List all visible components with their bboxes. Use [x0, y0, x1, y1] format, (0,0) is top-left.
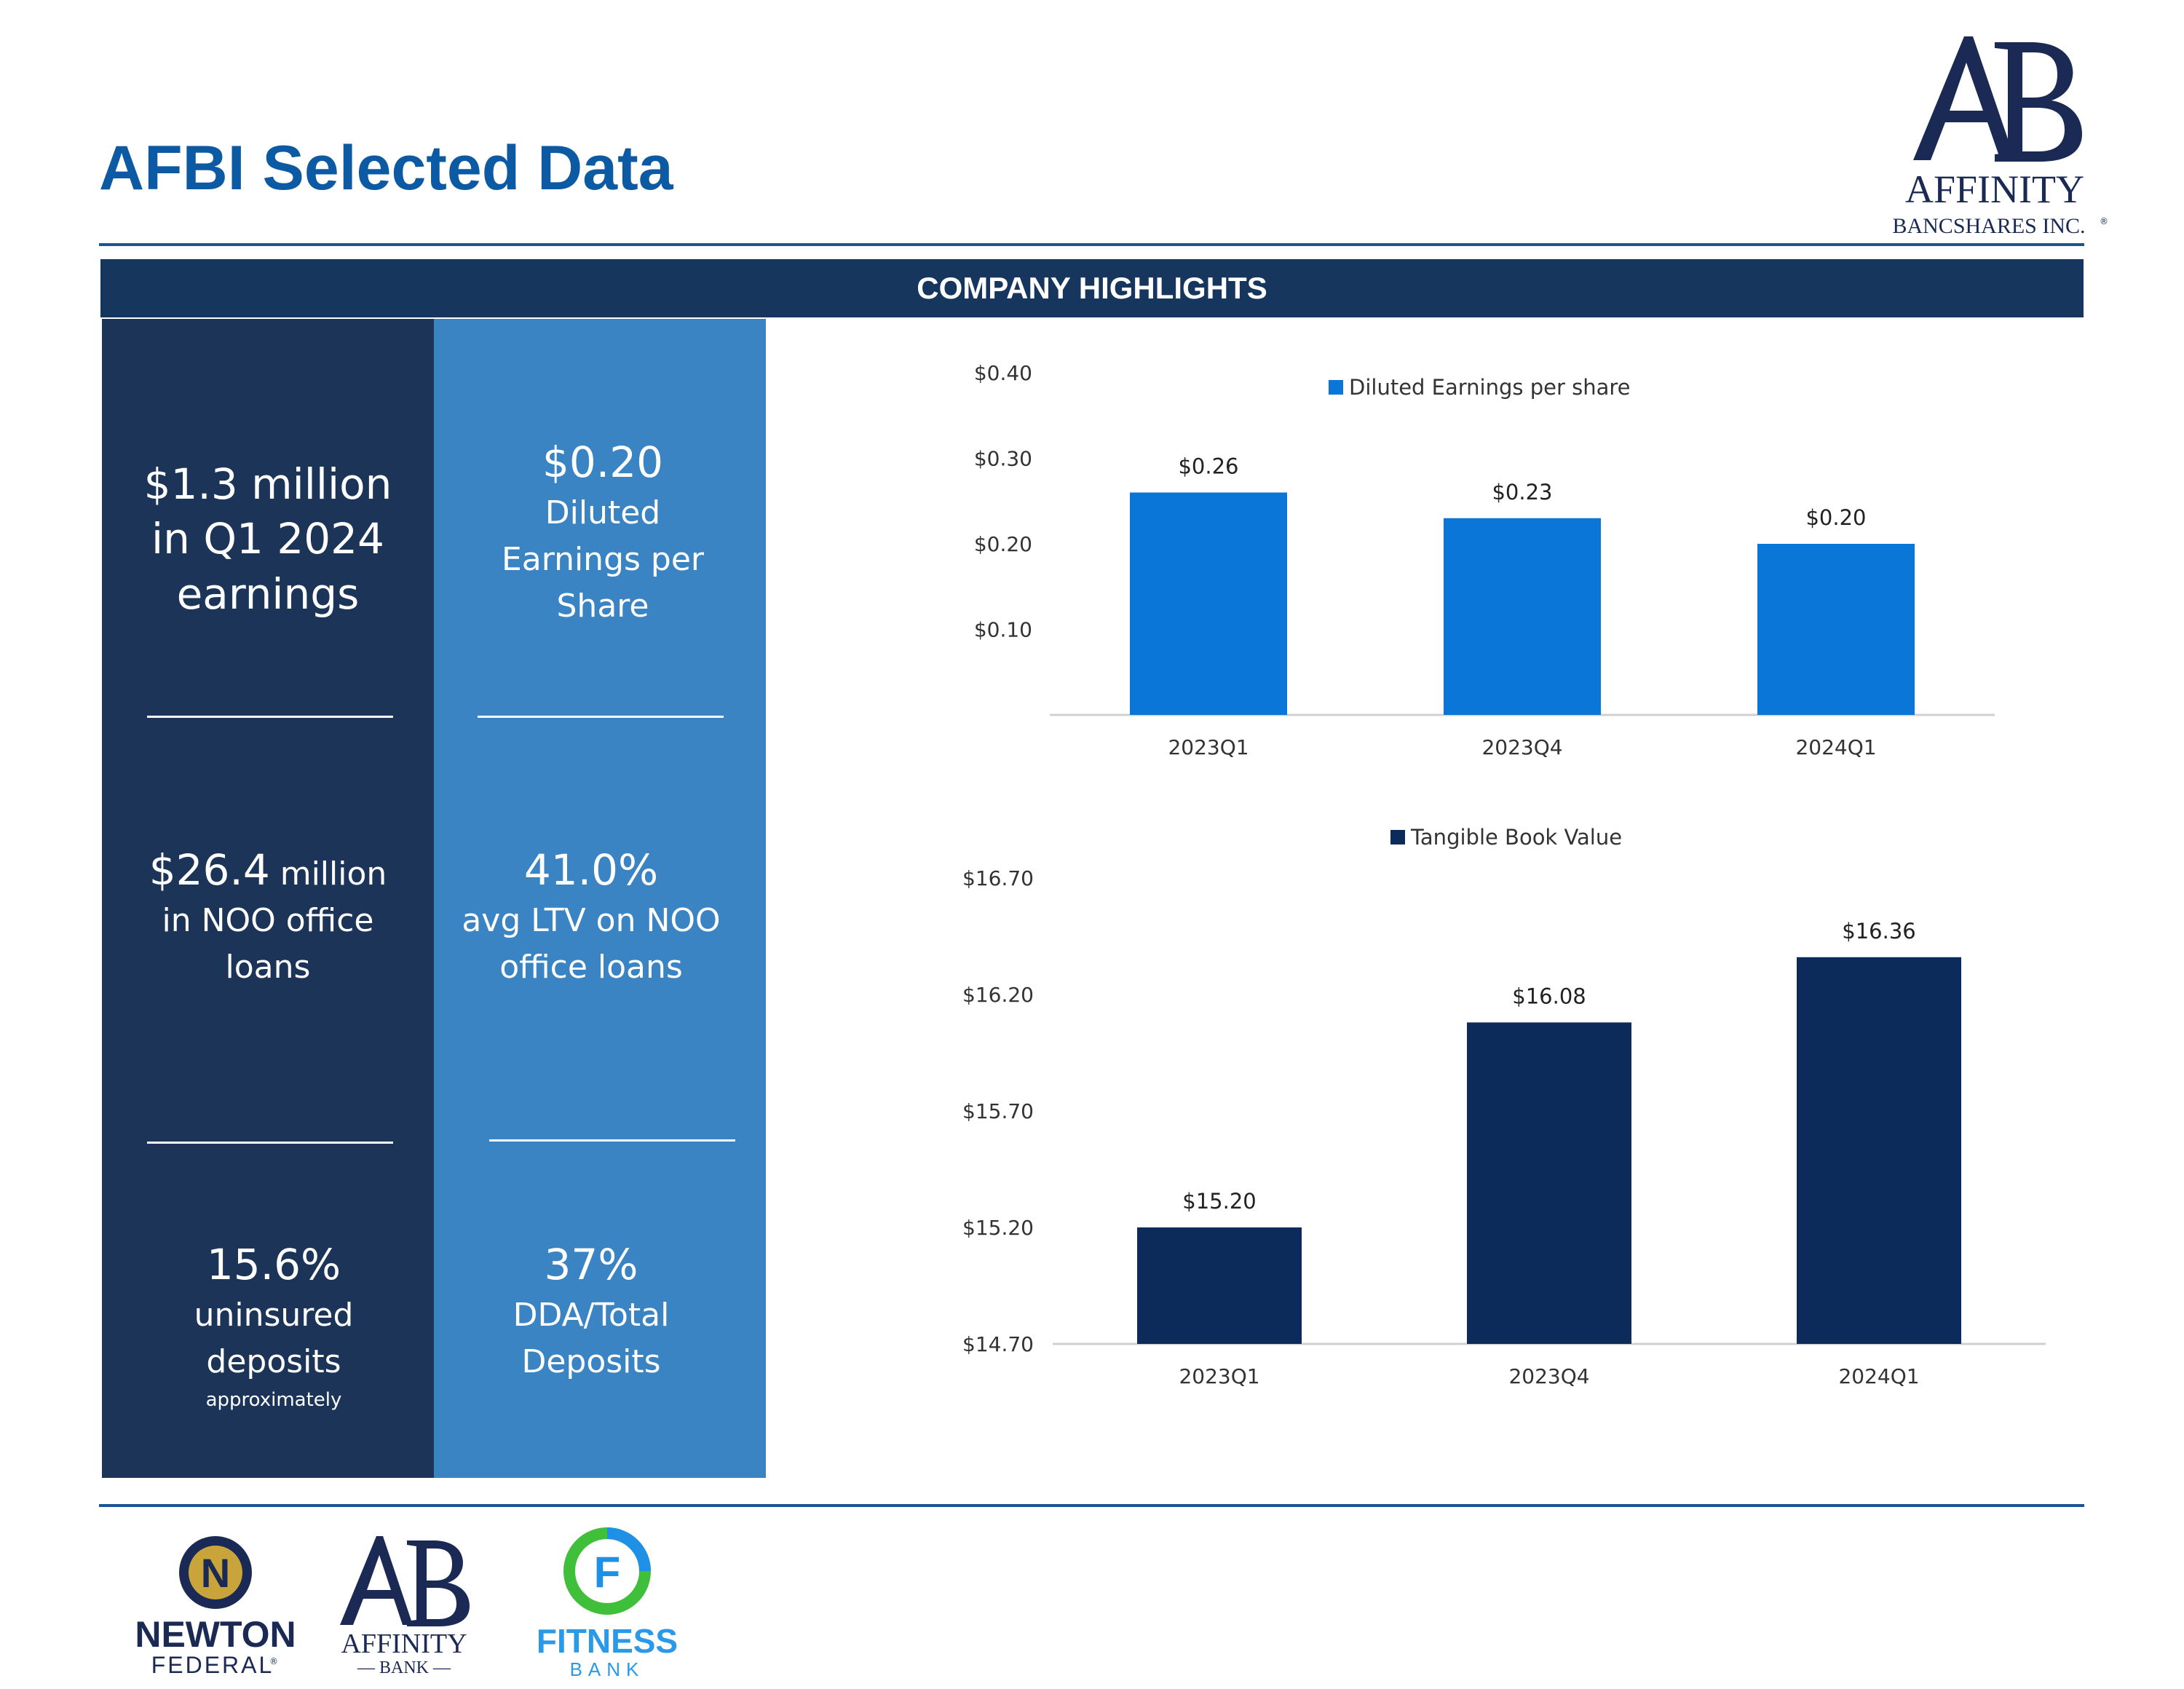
stat-uninsured-deposits: 15.6% uninsured deposits approximately [108, 1238, 440, 1416]
y-tick-label: $0.40 [974, 361, 1032, 385]
affinity-bank-mark-icon: AFFINITY — BANK — [340, 1536, 470, 1677]
newton-line2: FEDERAL [151, 1652, 274, 1678]
stat-line: avg LTV on NOO [462, 902, 721, 940]
tangible-book-value-chart: $14.70 $15.20 $15.70 $16.20 $16.70 Tangible B… [962, 825, 2046, 1388]
stat-noo-office-loans: $26.4 million in NOO office loans [102, 843, 434, 991]
data-label: $16.36 [1842, 919, 1915, 944]
stat-note: approximately [205, 1388, 342, 1411]
bar-2024Q1 [1757, 544, 1915, 715]
stat-q1-earnings: $1.3 million in Q1 2024 earnings [102, 457, 434, 622]
stat-divider [147, 1142, 393, 1144]
stat-line: deposits [206, 1343, 341, 1381]
newton-federal-logo: N NEWTON FEDERAL ® [124, 1529, 313, 1689]
stat-avg-ltv: 41.0% avg LTV on NOO office loans [425, 843, 757, 991]
stat-value: $1.3 million [143, 459, 392, 509]
trademark-symbol: ® [2100, 216, 2108, 226]
x-tick-label: 2024Q1 [1838, 1364, 1919, 1388]
stat-line: office loans [499, 949, 683, 986]
legend-label: Diluted Earnings per share [1349, 375, 1631, 400]
y-tick-label: $0.10 [974, 618, 1032, 642]
stat-line: Share [556, 587, 649, 625]
data-label: $0.23 [1492, 480, 1552, 505]
stat-line: in NOO office [162, 902, 374, 940]
stat-unit: million [269, 855, 387, 893]
legend-swatch [1329, 380, 1343, 395]
fitness-line2: BANK [570, 1658, 645, 1680]
y-tick-label: $14.70 [962, 1332, 1034, 1356]
fitness-bank-logo: F FITNESS BANK [531, 1527, 684, 1684]
stat-line: loans [225, 949, 311, 986]
newton-mark-letter: N [201, 1550, 230, 1596]
data-label: $15.20 [1182, 1189, 1256, 1214]
x-tick-label: 2023Q1 [1179, 1364, 1259, 1388]
stat-line: in Q1 2024 [151, 514, 384, 564]
highlights-column-left: $1.3 million in Q1 2024 earnings $26.4 m… [102, 319, 434, 1478]
bar-2023Q1 [1130, 492, 1287, 715]
brand-name-line2: BANCSHARES INC. [1892, 214, 2085, 238]
fitness-bank-mark-icon: F FITNESS BANK [537, 1527, 678, 1680]
x-tick-label: 2023Q4 [1481, 735, 1562, 759]
legend-label: Tangible Book Value [1410, 825, 1622, 850]
y-tick-label: $15.20 [962, 1216, 1034, 1240]
stat-value: $26.4 [149, 845, 270, 895]
header-rule [99, 243, 2084, 246]
stat-value: $0.20 [542, 438, 664, 487]
y-tick-label: $15.70 [962, 1099, 1034, 1123]
stat-line: Diluted [545, 494, 661, 532]
fitness-line1: FITNESS [537, 1622, 678, 1660]
stat-value: 37% [544, 1240, 638, 1289]
newton-line1: NEWTON [135, 1614, 296, 1655]
y-tick-label: $16.20 [962, 983, 1034, 1007]
affinity-bancshares-logo: AFFINITY BANCSHARES INC. ® [1878, 28, 2111, 239]
ab-monogram-icon: AFFINITY BANCSHARES INC. ® [1892, 36, 2108, 238]
legend-swatch [1390, 830, 1405, 844]
stat-line: DDA/Total [513, 1297, 670, 1334]
x-tick-label: 2023Q1 [1168, 735, 1249, 759]
stat-divider [147, 716, 393, 718]
fitness-mark-letter: F [594, 1548, 621, 1597]
stat-dda-total-deposits: 37% DDA/Total Deposits [425, 1238, 757, 1385]
stat-divider [478, 716, 724, 718]
page-title: AFBI Selected Data [99, 133, 673, 203]
data-label: $0.20 [1805, 505, 1866, 530]
diluted-eps-chart: $0.10 $0.20 $0.30 $0.40 Diluted Earnings per… [974, 361, 1995, 759]
bar-2023Q1 [1137, 1227, 1302, 1344]
x-tick-label: 2024Q1 [1795, 735, 1876, 759]
affinity-bank-line2: — BANK — [357, 1658, 451, 1677]
company-highlights-banner: COMPANY HIGHLIGHTS [100, 259, 2084, 317]
stat-value: 15.6% [206, 1240, 341, 1289]
data-label: $0.26 [1178, 454, 1238, 479]
footer-rule [99, 1504, 2084, 1507]
bar-2024Q1 [1797, 957, 1961, 1344]
data-label: $16.08 [1512, 984, 1586, 1008]
stat-line: uninsured [194, 1297, 354, 1334]
brand-name-line1: AFFINITY [1905, 167, 2084, 211]
highlights-column-right: $0.20 Diluted Earnings per Share 41.0% a… [434, 319, 766, 1478]
stat-diluted-eps: $0.20 Diluted Earnings per Share [437, 435, 769, 630]
newton-trademark: ® [269, 1656, 278, 1666]
stat-line: Deposits [521, 1343, 661, 1381]
affinity-bank-line1: AFFINITY [341, 1629, 467, 1659]
stat-value: 41.0% [523, 845, 659, 895]
stat-divider [489, 1139, 735, 1142]
y-tick-label: $0.30 [974, 447, 1032, 471]
bar-2023Q4 [1467, 1022, 1631, 1344]
stat-line: Earnings per [501, 541, 704, 579]
newton-federal-mark-icon: N NEWTON FEDERAL ® [135, 1536, 296, 1678]
y-tick-label: $16.70 [962, 866, 1034, 890]
stat-value-row: $26.4 million [102, 843, 434, 898]
bar-2023Q4 [1444, 518, 1601, 715]
affinity-bank-logo: AFFINITY — BANK — [331, 1530, 477, 1683]
stat-line: earnings [176, 569, 360, 619]
y-tick-label: $0.20 [974, 532, 1032, 556]
x-tick-label: 2023Q4 [1508, 1364, 1589, 1388]
